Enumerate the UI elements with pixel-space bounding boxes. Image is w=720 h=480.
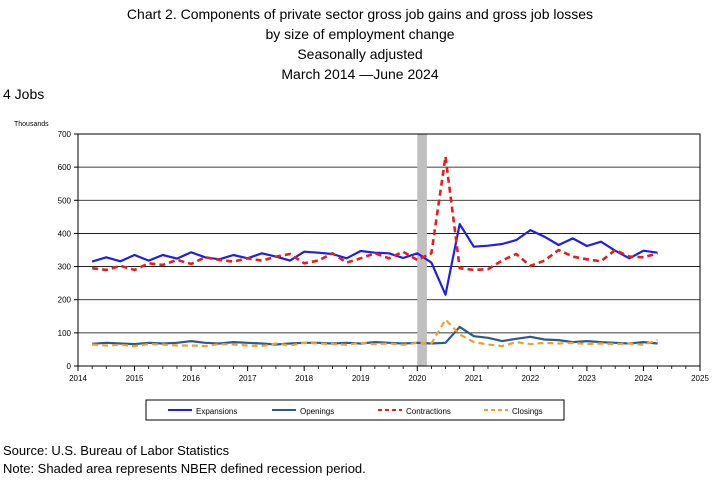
- x-tick-label: 2025: [691, 374, 709, 383]
- series-layer: [91, 155, 658, 348]
- y-tick-label: 300: [58, 263, 72, 272]
- y-tick-label: 600: [58, 163, 72, 172]
- y-tick-label: 400: [58, 229, 72, 238]
- x-tick-label: 2017: [239, 374, 257, 383]
- recession-note: Note: Shaded area represents NBER define…: [3, 461, 366, 476]
- chart-title-line-4: March 2014 —June 2024: [281, 66, 439, 82]
- chart-subtitle: 4 Jobs: [3, 86, 45, 102]
- legend-label-closings: Closings: [512, 407, 543, 416]
- x-tick-label: 2019: [352, 374, 370, 383]
- source-note: Source: U.S. Bureau of Labor Statistics: [3, 443, 230, 458]
- y-axis-label: Thousands: [14, 121, 49, 128]
- grid-layer: [78, 133, 700, 367]
- chart-title-line-3: Seasonally adjusted: [297, 46, 423, 62]
- plot-frame: [77, 133, 701, 367]
- x-tick-label: 2018: [295, 374, 313, 383]
- legend-label-contractions: Contractions: [406, 407, 451, 416]
- chart-title-line-1: Chart 2. Components of private sector gr…: [126, 6, 594, 22]
- y-tick-label: 500: [58, 196, 72, 205]
- x-tick-label: 2023: [578, 374, 596, 383]
- legend: Expansions Openings Contractions Closings: [145, 399, 565, 421]
- series-line-expansions: [91, 223, 658, 296]
- legend-label-openings: Openings: [300, 407, 334, 416]
- x-tick-label: 2014: [69, 374, 87, 383]
- chart-title-line-2: by size of employment change: [265, 26, 455, 42]
- x-tick-label: 2020: [408, 374, 426, 383]
- recession-layer: [417, 134, 427, 366]
- x-tick-label: 2015: [126, 374, 144, 383]
- x-tick-label: 2021: [465, 374, 483, 383]
- y-tick-label: 0: [67, 362, 72, 371]
- recession-shading: [417, 134, 427, 366]
- legend-box: [145, 399, 565, 421]
- y-tick-label: 700: [58, 130, 72, 139]
- legend-label-expansions: Expansions: [196, 407, 237, 416]
- x-tick-label: 2016: [182, 374, 200, 383]
- y-tick-label: 100: [58, 329, 72, 338]
- y-tick-label: 200: [58, 296, 72, 305]
- axes-layer: 0 100 200 300 400 500 600 700 2014 2015 2016 2017 20…: [58, 130, 710, 383]
- x-tick-label: 2024: [635, 374, 653, 383]
- x-tick-label: 2022: [521, 374, 539, 383]
- series-line-closings: [92, 318, 658, 348]
- series-line-openings: [92, 325, 658, 346]
